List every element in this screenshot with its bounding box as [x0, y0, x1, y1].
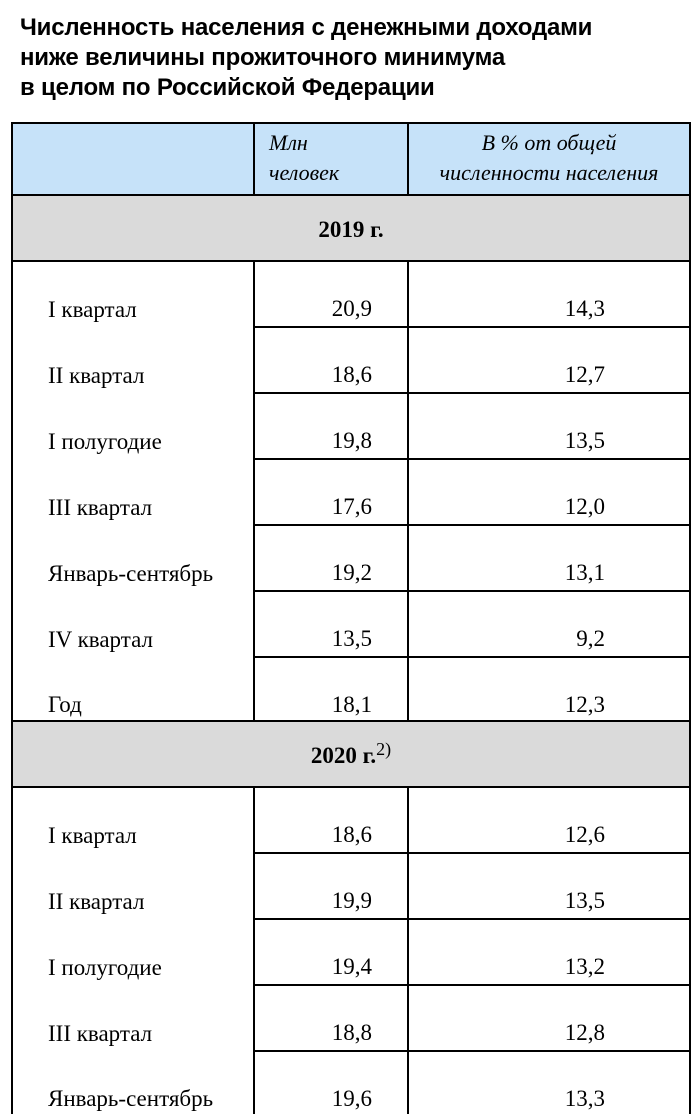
header-mln-people: Млн человек — [253, 122, 409, 196]
value-percent: 13,1 — [407, 525, 691, 592]
value-percent: 13,2 — [407, 919, 691, 986]
table-row: Январь-сентябрь 19,6 13,3 — [11, 1051, 691, 1114]
value-mln: 20,9 — [253, 261, 409, 328]
year-row-2019: 2019 г. — [11, 194, 691, 262]
header-empty-cell — [11, 122, 255, 196]
value-percent: 13,5 — [407, 853, 691, 920]
table-row: Январь-сентябрь 19,2 13,1 — [11, 525, 691, 592]
value-percent: 12,0 — [407, 459, 691, 526]
table-header-row: Млн человек В % от общей численности нас… — [11, 122, 691, 196]
row-label: IV квартал — [11, 591, 255, 657]
header-pct-line1: В % от общей — [481, 130, 617, 155]
value-percent: 12,3 — [407, 657, 691, 721]
value-mln: 18,8 — [253, 985, 409, 1052]
row-label: Январь-сентябрь — [11, 525, 255, 591]
table-row: II квартал 19,9 13,5 — [11, 853, 691, 920]
row-label: I квартал — [11, 787, 255, 853]
value-percent: 12,8 — [407, 985, 691, 1052]
value-mln: 18,1 — [253, 657, 409, 721]
value-mln: 18,6 — [253, 787, 409, 854]
table-row: IV квартал 13,5 9,2 — [11, 591, 691, 658]
value-percent: 14,3 — [407, 261, 691, 328]
value-percent: 12,7 — [407, 327, 691, 394]
row-label: Год — [11, 657, 255, 721]
value-mln: 19,9 — [253, 853, 409, 920]
row-label: III квартал — [11, 985, 255, 1051]
document-title: Численность населения с денежными дохода… — [20, 13, 690, 103]
value-mln: 18,6 — [253, 327, 409, 394]
value-percent: 12,6 — [407, 787, 691, 854]
value-mln: 13,5 — [253, 591, 409, 658]
value-mln: 17,6 — [253, 459, 409, 526]
year-label: 2019 г. — [318, 217, 384, 242]
table-row: I полугодие 19,8 13,5 — [11, 393, 691, 460]
year-label: 2020 г. — [310, 743, 377, 768]
poverty-table: Млн человек В % от общей численности нас… — [11, 122, 691, 1114]
footnote-mark: 2) — [376, 739, 392, 759]
value-percent: 9,2 — [407, 591, 691, 658]
title-line-2: ниже величины прожиточного минимума — [20, 44, 505, 71]
table-row: I полугодие 19,4 13,2 — [11, 919, 691, 986]
header-pct-line2: численности населения — [439, 160, 659, 185]
row-label: II квартал — [11, 853, 255, 919]
row-label: Январь-сентябрь — [11, 1051, 255, 1114]
row-label: II квартал — [11, 327, 255, 393]
header-mln-line1: Млн — [269, 130, 308, 155]
table-row: II квартал 18,6 12,7 — [11, 327, 691, 394]
row-label: III квартал — [11, 459, 255, 525]
value-mln: 19,2 — [253, 525, 409, 592]
table-row: I квартал 18,6 12,6 — [11, 787, 691, 854]
table-row: III квартал 17,6 12,0 — [11, 459, 691, 526]
header-percent-population: В % от общей численности населения — [407, 122, 691, 196]
title-line-3: в целом по Российской Федерации — [20, 74, 435, 101]
year-row-2020: 2020 г.2) — [11, 720, 691, 788]
row-label: I полугодие — [11, 919, 255, 985]
value-mln: 19,4 — [253, 919, 409, 986]
row-label: I полугодие — [11, 393, 255, 459]
value-mln: 19,6 — [253, 1051, 409, 1114]
title-line-1: Численность населения с денежными дохода… — [20, 14, 593, 41]
value-percent: 13,3 — [407, 1051, 691, 1114]
table-row: Год 18,1 12,3 — [11, 657, 691, 721]
header-mln-line2: человек — [269, 160, 340, 185]
row-label: I квартал — [11, 261, 255, 327]
value-mln: 19,8 — [253, 393, 409, 460]
table-row: I квартал 20,9 14,3 — [11, 261, 691, 328]
value-percent: 13,5 — [407, 393, 691, 460]
table-row: III квартал 18,8 12,8 — [11, 985, 691, 1052]
